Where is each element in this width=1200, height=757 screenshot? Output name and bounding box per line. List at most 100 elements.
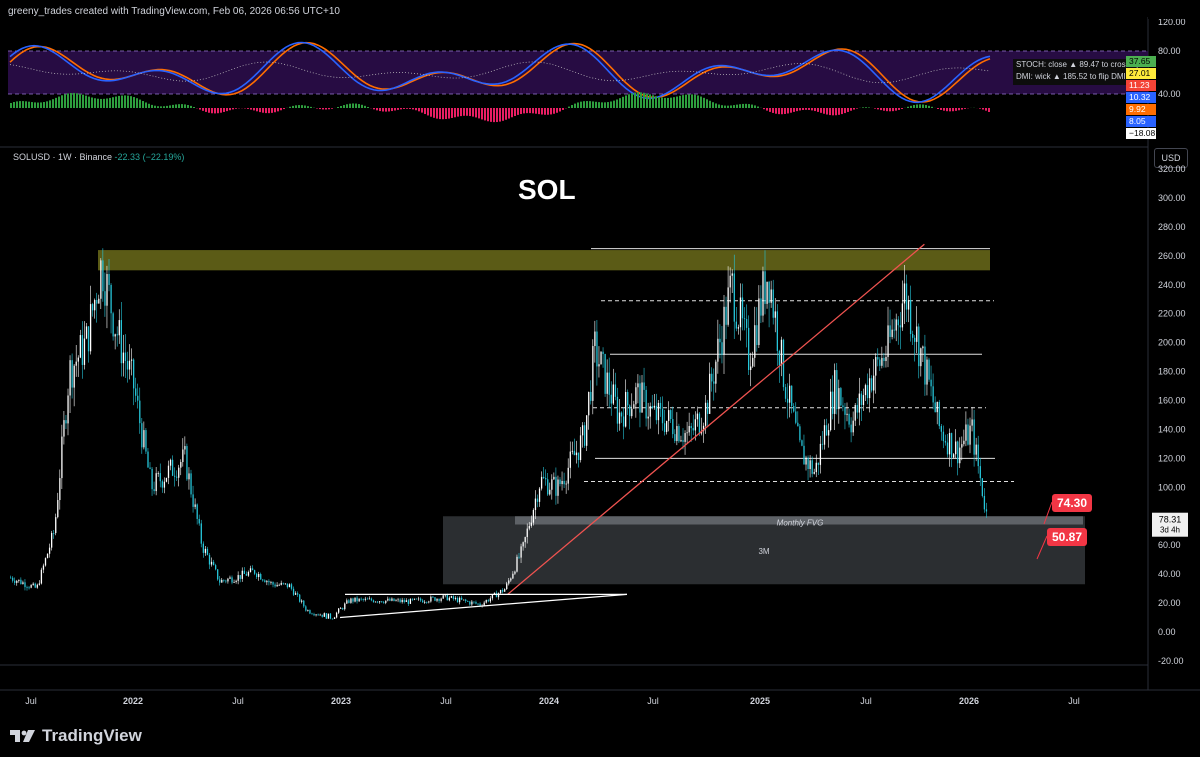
target-74-30-box	[1052, 494, 1092, 512]
candle-body	[571, 450, 573, 452]
candle-body	[63, 420, 65, 437]
histogram-bar	[625, 95, 627, 108]
histogram-bar	[418, 108, 420, 112]
candle-body	[536, 498, 539, 502]
candle-body	[581, 425, 584, 436]
candle-body	[805, 457, 807, 465]
candle-body	[506, 583, 508, 590]
candle-body	[188, 473, 190, 480]
candle-body	[668, 410, 670, 421]
candle-body	[926, 359, 928, 385]
candle-body	[251, 568, 254, 571]
candle-body	[446, 594, 448, 601]
histogram-bar	[901, 108, 903, 109]
candle-body	[48, 547, 51, 554]
histogram-bar	[682, 95, 684, 108]
candle-body	[596, 331, 598, 367]
histogram-bar	[838, 108, 840, 115]
histogram-bar	[394, 108, 396, 111]
candle-body	[696, 413, 699, 420]
candle-body	[393, 598, 395, 602]
candle-body	[752, 357, 754, 367]
candle-body	[395, 600, 397, 602]
tradingview-logo-text: TradingView	[42, 726, 142, 745]
candle-body	[73, 365, 75, 388]
candle-body	[534, 498, 537, 511]
histogram-bar	[781, 108, 783, 115]
candle-body	[198, 518, 200, 524]
histogram-bar	[307, 106, 309, 108]
candle-body	[684, 433, 686, 442]
candle-body	[715, 361, 717, 384]
histogram-bar	[877, 108, 879, 110]
candle-body	[137, 395, 139, 401]
currency-button[interactable]: USD	[1154, 148, 1188, 168]
candle-body	[540, 476, 543, 489]
candle-body	[487, 600, 489, 602]
histogram-bar	[463, 108, 465, 116]
histogram-bar	[349, 103, 351, 108]
candle-body	[409, 598, 412, 604]
histogram-bar	[364, 105, 366, 108]
candle-body	[854, 404, 856, 421]
candle-body	[538, 488, 541, 502]
histogram-bar	[568, 106, 570, 108]
candle-body	[688, 426, 690, 433]
candle-body	[930, 379, 932, 387]
histogram-bar	[301, 105, 303, 108]
candle-body	[208, 554, 211, 565]
price-tick-label: 120.00	[1158, 453, 1186, 463]
histogram-bar	[136, 98, 138, 108]
histogram-bar	[406, 108, 408, 109]
candle-body	[807, 457, 809, 470]
histogram-bar	[493, 108, 495, 123]
histogram-bar	[352, 103, 354, 108]
candle-body	[838, 388, 840, 410]
histogram-bar	[172, 104, 174, 108]
candle-body	[674, 434, 676, 442]
histogram-bar	[880, 108, 882, 111]
candle-body	[563, 480, 565, 485]
candle-body	[12, 577, 14, 581]
candle-body	[770, 289, 772, 303]
histogram-bar	[487, 108, 489, 122]
candle-body	[98, 298, 100, 304]
candle-body	[368, 598, 371, 600]
candle-body	[237, 575, 239, 581]
candle-body	[346, 600, 348, 604]
histogram-bar	[145, 102, 147, 108]
candle-body	[473, 601, 475, 603]
candle-body	[651, 406, 653, 408]
histogram-bar	[331, 108, 333, 109]
candle-body	[483, 602, 485, 606]
time-tick-label: Jul	[440, 696, 452, 706]
candle-body	[971, 419, 973, 426]
supply-zone	[98, 250, 990, 271]
candle-body	[514, 571, 516, 574]
last-price-label: 78.31	[1159, 515, 1182, 525]
histogram-bar	[811, 108, 813, 111]
candle-body	[141, 423, 143, 448]
candle-body	[309, 610, 311, 614]
histogram-bar	[253, 108, 255, 111]
candle-body	[149, 467, 151, 469]
candle-body	[813, 472, 815, 474]
candle-body	[827, 430, 830, 436]
candle-body	[174, 475, 176, 477]
indicator-tick-label: 120.00	[1158, 17, 1186, 27]
candle-body	[335, 612, 338, 618]
candle-body	[463, 599, 465, 601]
symbol-legend[interactable]: SOLUSD · 1W · Binance -22.33 (−22.19%)	[13, 152, 184, 162]
histogram-bar	[484, 108, 486, 121]
histogram-bar	[478, 108, 480, 119]
candle-body	[955, 441, 957, 455]
candle-body	[489, 598, 491, 602]
candle-body	[864, 385, 867, 396]
candle-body	[297, 593, 299, 595]
candle-body	[22, 582, 24, 585]
histogram-bar	[361, 104, 363, 108]
candle-body	[832, 391, 834, 414]
histogram-bar	[649, 94, 651, 108]
histogram-bar	[946, 108, 948, 112]
